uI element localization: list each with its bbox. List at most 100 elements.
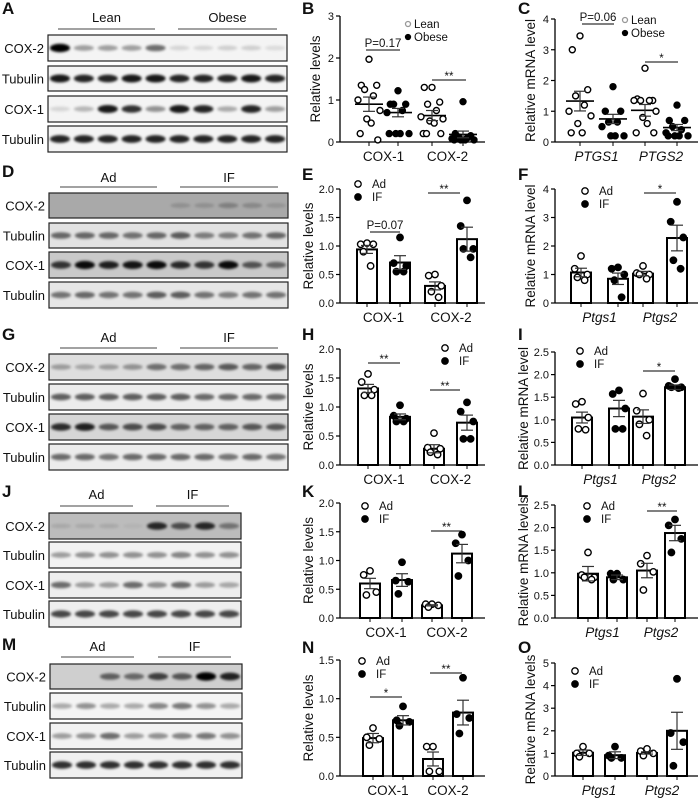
blot-row-label: COX-1 — [5, 420, 45, 435]
blot-band — [122, 453, 143, 461]
blot-band — [49, 135, 70, 143]
x-category-label: Ptgs2 — [643, 310, 678, 325]
x-category-label: PTGS1 — [574, 149, 618, 164]
data-point — [429, 742, 437, 751]
y-tick-label: 0 — [543, 771, 549, 783]
blot-band — [218, 291, 239, 299]
legend-marker — [571, 667, 579, 675]
series-group-if — [604, 742, 626, 778]
blot-band — [170, 363, 191, 371]
blot-row: Tubulin — [3, 600, 242, 628]
y-tick-label: 2.0 — [534, 523, 549, 535]
blot-row: Tubulin — [3, 281, 289, 309]
blot-band — [49, 43, 70, 53]
blot-band — [242, 453, 263, 461]
legend-label: Ad — [601, 501, 615, 513]
blot-band — [266, 363, 287, 371]
blot-band — [171, 732, 193, 740]
data-point — [396, 129, 404, 138]
blot-band — [122, 581, 144, 589]
significance-label: ** — [442, 664, 451, 676]
data-point — [669, 256, 678, 265]
data-point — [617, 293, 626, 302]
blot-row: COX-1 — [5, 413, 289, 441]
x-category-label: PTGS2 — [639, 149, 684, 164]
data-point — [584, 86, 592, 94]
group-label: Obese — [208, 10, 246, 25]
data-point — [434, 293, 443, 302]
x-category-label: COX-1 — [363, 472, 404, 487]
legend-marker — [358, 670, 366, 678]
blot-band — [242, 232, 263, 239]
blot-row-label: COX-1 — [5, 578, 45, 593]
blot-row: Tubulin — [3, 222, 289, 249]
data-point — [459, 434, 468, 443]
blot-row: COX-2 — [6, 663, 243, 690]
significance-label: ** — [440, 184, 449, 196]
blot-band — [74, 423, 95, 431]
series-group-if — [664, 375, 686, 467]
blot-band — [146, 582, 168, 588]
y-tick-label: 4 — [543, 14, 549, 26]
blot-band — [146, 522, 168, 530]
data-point — [465, 714, 474, 722]
y-tick-label: 1.0 — [319, 402, 334, 414]
series-group-if — [607, 263, 629, 304]
y-tick-label: 2 — [543, 726, 549, 738]
legend-marker — [583, 515, 591, 523]
blot-band — [241, 74, 262, 83]
data-point — [466, 434, 475, 443]
legend-marker — [571, 680, 579, 688]
series-group-ad — [636, 551, 658, 619]
y-tick-label: 2 — [543, 76, 549, 88]
y-tick-label: 2.5 — [534, 347, 549, 359]
data-point — [456, 222, 465, 230]
blot-band — [219, 761, 241, 769]
y-tick-label: 1.0 — [319, 694, 334, 706]
blot-row-label: Tubulin — [3, 607, 45, 622]
blot-band — [98, 393, 119, 401]
data-point — [394, 87, 402, 95]
blot-row-label: Tubulin — [2, 132, 44, 147]
group-label: Lean — [92, 10, 121, 25]
blot-band — [170, 393, 191, 401]
blot-band — [170, 261, 191, 269]
blot-band — [98, 423, 119, 431]
blot-band — [217, 45, 238, 51]
data-point — [645, 415, 654, 424]
blot-panel-A: A Lean Obese COX-2 Tubulin COX-1 Tubulin — [2, 0, 288, 153]
blot-band — [50, 423, 71, 431]
blot-band — [147, 672, 169, 681]
legend-label: Ad — [599, 186, 613, 198]
data-point — [666, 217, 675, 226]
series-group-if — [391, 558, 413, 619]
series-group-if — [666, 674, 688, 777]
series-group-if — [451, 530, 473, 619]
significance-label: P=0.06 — [580, 12, 617, 24]
y-tick-label: 0.0 — [319, 460, 334, 472]
series-group-if — [456, 196, 478, 305]
legend-label: IF — [372, 192, 382, 204]
blot-band — [122, 523, 144, 529]
series-group-ad — [421, 600, 443, 619]
blot-band — [218, 523, 240, 529]
blot-band — [195, 672, 217, 681]
significance-label: P=0.07 — [367, 220, 404, 232]
legend-label: Ad — [376, 656, 390, 668]
blot-band — [194, 261, 215, 269]
y-tick-label: 2.0 — [319, 344, 334, 356]
significance-label: P=0.17 — [365, 38, 402, 50]
blot-band — [241, 135, 262, 143]
blot-band — [73, 74, 94, 83]
blot-band — [123, 673, 145, 680]
panel-letter: N — [302, 638, 314, 657]
blot-band — [146, 610, 168, 618]
blot-row-label: COX-2 — [4, 41, 44, 56]
blot-row: Tubulin — [2, 65, 288, 92]
blot-band — [74, 291, 95, 299]
blot-row: COX-2 — [5, 353, 289, 381]
y-tick-label: 0.5 — [319, 584, 334, 596]
